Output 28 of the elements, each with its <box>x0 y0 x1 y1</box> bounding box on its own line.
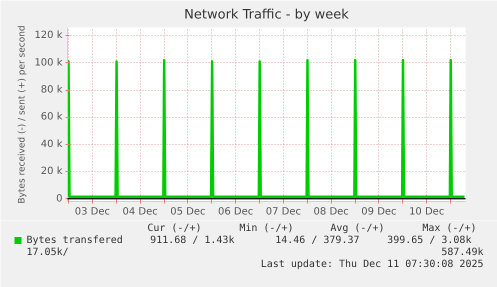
y-tick-label: 120 k <box>34 30 63 42</box>
y-tick-label: 40 k <box>40 138 63 150</box>
y-tick-label: 0 <box>56 193 63 204</box>
legend-label: Bytes transfered <box>26 235 123 246</box>
text: Cur (-/+) <box>147 223 202 234</box>
y-tick-label: 100 k <box>34 57 63 68</box>
y-tick-label: 80 k <box>40 84 63 96</box>
y-axis-title: Bytes received (-) / sent (+) per second <box>17 25 28 204</box>
text: Avg (-/+) <box>330 223 385 234</box>
x-tick-label: 07 Dec <box>266 206 302 218</box>
text: 17.05k/ <box>26 247 69 258</box>
text: Max (-/+) <box>422 223 477 234</box>
x-tick-label: 03 Dec <box>74 206 110 218</box>
x-tick-label: 05 Dec <box>170 206 206 218</box>
chart-title: Network Traffic - by week <box>184 8 350 22</box>
text: Min (-/+) <box>239 223 294 234</box>
x-tick-label: 09 Dec <box>361 206 397 218</box>
text: 587.49k <box>441 247 484 258</box>
x-tick-label: 06 Dec <box>218 206 254 218</box>
y-tick-label: 20 k <box>40 166 63 178</box>
text: 399.65 / 3.08k <box>387 235 472 246</box>
text: Last update: Thu Dec 11 07:30:08 2025 <box>260 259 484 270</box>
x-tick-label: 08 Dec <box>314 206 349 218</box>
text: 14.46 / 379.37 <box>275 235 360 246</box>
y-tick-label: 60 k <box>40 112 63 123</box>
x-tick-label: 04 Dec <box>122 206 158 218</box>
text: 911.68 / 1.43k <box>150 235 234 246</box>
x-tick-label: 10 Dec <box>409 206 444 218</box>
